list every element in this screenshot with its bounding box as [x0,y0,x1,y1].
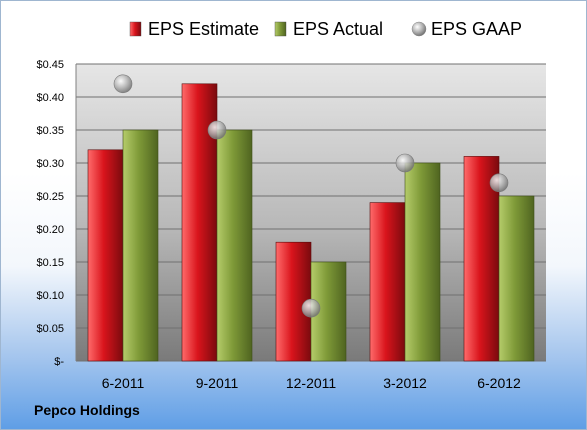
y-tick-label: $0.20 [36,224,64,236]
y-tick-label: $0.35 [36,125,64,137]
bar-eps-estimate [87,149,124,362]
legend-swatch [129,21,142,37]
legend-swatch [274,21,287,37]
y-tick-label: $0.30 [36,158,64,170]
x-tick-label: 6-2012 [477,375,521,391]
bar-eps-estimate [369,202,406,362]
y-tick-label: $0.10 [36,290,64,302]
y-tick-label: $- [54,356,64,368]
point-eps-gaap [489,173,509,193]
company-name: Pepco Holdings [34,402,140,418]
legend-label: EPS GAAP [431,19,522,39]
point-eps-gaap [301,298,321,318]
bar-eps-actual [122,129,159,362]
y-tick-label: $0.15 [36,257,64,269]
x-tick-label: 3-2012 [383,375,427,391]
legend-label: EPS Estimate [148,19,259,39]
bar-eps-actual [216,129,253,362]
bar-eps-actual [498,195,535,362]
eps-chart: $- $0.05 $0.10 $0.15 $0.20 $0.25 $0.30 $0.35 $0.… [36,19,546,391]
point-eps-gaap [207,120,227,140]
x-tick-label: 9-2011 [196,375,239,391]
point-eps-gaap [113,74,133,94]
point-eps-gaap [395,153,415,173]
legend-marker [411,21,427,37]
legend-label: EPS Actual [293,19,383,39]
y-tick-label: $0.45 [36,59,64,71]
bar-eps-actual [404,162,441,362]
x-tick-label: 12-2011 [286,375,337,391]
y-tick-label: $0.40 [36,92,64,104]
legend: EPS Estimate EPS Actual EPS GAAP [129,19,522,39]
y-tick-label: $0.25 [36,191,64,203]
x-tick-label: 6-2011 [102,375,145,391]
y-tick-label: $0.05 [36,323,64,335]
